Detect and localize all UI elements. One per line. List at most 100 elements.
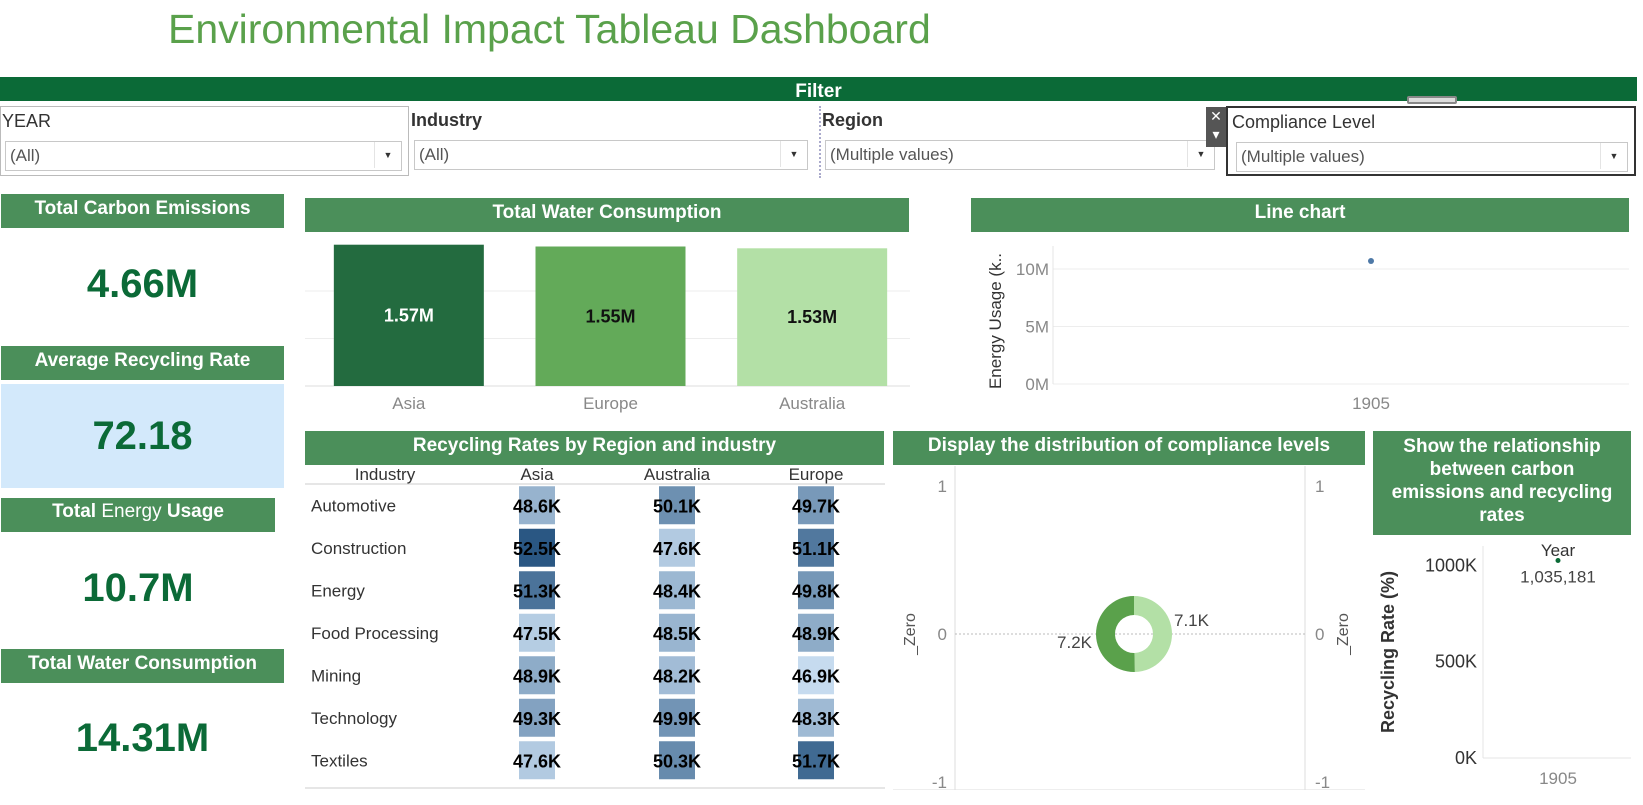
heatmap-cell — [798, 571, 834, 610]
heatmap-cell — [519, 698, 555, 737]
x-tick-label: Europe — [583, 394, 638, 413]
data-point — [1368, 257, 1374, 264]
kpi-energy-label-a: Total — [52, 501, 102, 522]
menu-chevron-icon[interactable]: ▾ — [1212, 126, 1220, 142]
heatmap-chart: Industry Asia Australia Europe Automotive 48.… — [305, 466, 885, 789]
y-tick-label-right: 1 — [1315, 477, 1324, 496]
heatmap-cell-label: 48.9K — [513, 666, 561, 686]
drag-handle[interactable] — [1407, 96, 1457, 104]
filter-compliance-dropdown[interactable]: (Multiple values) ▼ — [1236, 142, 1628, 172]
heatmap-cell — [659, 571, 695, 610]
chevron-down-icon[interactable]: ▼ — [374, 142, 401, 168]
data-point — [1555, 557, 1561, 563]
heatmap-cell-label: 52.5K — [513, 539, 561, 559]
kpi-recycling-header: Average Recycling Rate — [1, 346, 284, 380]
donut-header: Display the distribution of compliance l… — [893, 431, 1365, 465]
kpi-recycling-card — [1, 384, 284, 488]
y-tick-label: 5M — [1025, 318, 1049, 337]
y-tick-label: -1 — [932, 773, 947, 790]
axis-label-right: _Zero — [1335, 613, 1352, 656]
filter-close-button[interactable]: ✕ ▾ — [1206, 107, 1226, 147]
bar-australia — [737, 248, 888, 386]
x-tick-label: Australia — [779, 394, 846, 413]
x-tick-label: 1905 — [1539, 769, 1577, 788]
chevron-down-icon[interactable]: ▼ — [780, 141, 807, 167]
heatmap-row-header: Industry — [355, 466, 416, 484]
filter-region-value: (Multiple values) — [830, 145, 954, 164]
line-chart: 10M 5M 0M Energy Usage (k.. 1905 — [986, 246, 1629, 413]
chevron-down-icon[interactable]: ▼ — [1187, 141, 1214, 167]
water-bar-chart: 1.57M Asia 1.55M Europe 1.53M Australia — [305, 244, 910, 413]
heatmap-cell — [519, 741, 555, 780]
heatmap-cell — [519, 613, 555, 652]
point-label: 1,035,181 — [1520, 567, 1596, 586]
y-tick-label: 0 — [938, 625, 947, 644]
heatmap-cell — [798, 656, 834, 695]
kpi-carbon-header: Total Carbon Emissions — [1, 194, 284, 228]
filter-industry-dropdown[interactable]: (All) ▼ — [414, 140, 808, 170]
donut-label: 7.2K — [1057, 633, 1093, 652]
filter-region-label: Region — [822, 110, 883, 130]
heatmap-row-label: Mining — [311, 666, 361, 685]
y-tick-label-right: 0 — [1315, 625, 1324, 644]
filter-bar: Filter — [0, 77, 1637, 102]
heatmap-cell-label: 48.2K — [653, 666, 701, 686]
kpi-recycling-value: 72.18 — [92, 414, 193, 458]
filter-industry: Industry (All) ▼ — [410, 106, 814, 178]
heatmap-cell-label: 48.5K — [653, 624, 701, 644]
bar-value-label: 1.55M — [585, 306, 635, 326]
heatmap-cell-label: 50.1K — [653, 496, 701, 516]
heatmap-cell-label: 49.7K — [792, 496, 840, 516]
heatmap-cell — [519, 656, 555, 695]
heatmap-cell-label: 47.6K — [513, 751, 561, 771]
donut-label: 7.1K — [1174, 611, 1210, 630]
close-icon[interactable]: ✕ — [1210, 108, 1222, 124]
bar-value-label: 1.53M — [787, 307, 837, 327]
heatmap-row-label: Construction — [311, 539, 406, 558]
heatmap-cell — [798, 528, 834, 567]
heatmap-row-label: Energy — [311, 581, 365, 600]
kpi-energy-label-c: Usage — [161, 501, 224, 522]
heatmap-cell — [659, 528, 695, 567]
heatmap-cell — [519, 528, 555, 567]
heatmap-cell — [798, 741, 834, 780]
kpi-energy-label-b: Energy — [101, 501, 162, 522]
heatmap-row-label: Automotive — [311, 496, 396, 515]
heatmap-cell — [659, 741, 695, 780]
filter-compliance: Compliance Level (Multiple values) ▼ — [1226, 106, 1636, 176]
scatter-header: Show the relationship between carbon emi… — [1373, 431, 1631, 535]
heatmap-row-label: Food Processing — [311, 624, 439, 643]
chevron-down-icon[interactable]: ▼ — [1600, 143, 1627, 169]
heatmap-cell-label: 51.1K — [792, 539, 840, 559]
line-chart-header: Line chart — [971, 198, 1629, 232]
filter-region-dropdown[interactable]: (Multiple values) ▼ — [825, 140, 1215, 170]
x-tick-label: Asia — [392, 394, 426, 413]
y-tick-label: 10M — [1016, 260, 1049, 279]
donut-slice — [1095, 596, 1135, 672]
heatmap-cell-label: 48.6K — [513, 496, 561, 516]
heatmap-cell — [519, 571, 555, 610]
filter-year: YEAR (All) ▼ — [0, 106, 409, 176]
legend-title: Year — [1541, 541, 1576, 560]
heatmap-cell-label: 49.3K — [513, 709, 561, 729]
filter-year-value: (All) — [10, 146, 41, 165]
scatter-chart: Year 1000K 500K 0K Recycling Rate (%) 1,035,1… — [1378, 541, 1631, 788]
heatmap-cell-label: 47.5K — [513, 624, 561, 644]
filter-industry-value: (All) — [419, 145, 450, 164]
filter-year-dropdown[interactable]: (All) ▼ — [5, 141, 402, 171]
y-tick-label: 0M — [1025, 375, 1049, 394]
axis-label-left: _Zero — [902, 613, 919, 656]
y-tick-label: 1000K — [1425, 555, 1477, 575]
heatmap-column-header: Australia — [644, 466, 711, 484]
bar-asia — [333, 244, 484, 386]
filter-year-label: YEAR — [2, 111, 52, 131]
heatmap-cell-label: 50.3K — [653, 751, 701, 771]
y-tick-label-right: -1 — [1315, 773, 1330, 790]
heatmap-cell-label: 49.9K — [653, 709, 701, 729]
filter-industry-label: Industry — [411, 110, 483, 130]
kpi-water-value: 14.31M — [75, 716, 210, 760]
kpi-carbon-value: 4.66M — [86, 262, 199, 306]
kpi-water-header: Total Water Consumption — [1, 649, 284, 683]
heatmap-header: Recycling Rates by Region and industry — [305, 431, 884, 465]
donut-slice — [1134, 596, 1172, 672]
